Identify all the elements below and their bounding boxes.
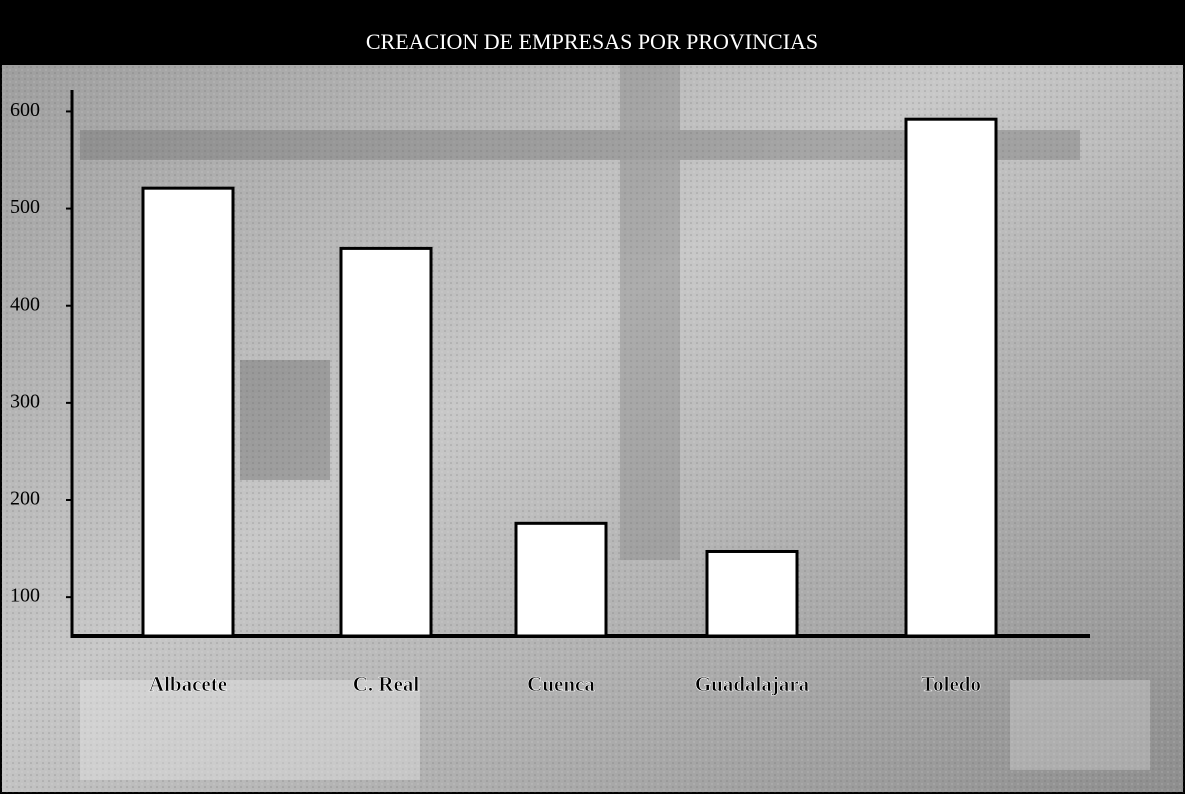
x-tick-label: Albacete [149, 672, 227, 696]
x-tick-label: Toledo [921, 672, 981, 696]
bar [141, 186, 235, 638]
bar [904, 117, 998, 638]
bar [514, 521, 608, 638]
y-tick-label: 600 [10, 99, 40, 121]
x-tick-label: Cuenca [527, 672, 595, 696]
y-tick-label: 300 [10, 390, 40, 412]
y-tick-label: 500 [10, 196, 40, 218]
y-tick-label: 200 [10, 488, 40, 510]
y-tick-label: 100 [10, 585, 40, 607]
y-tick-label: 400 [10, 293, 40, 315]
title-bar [1, 1, 1184, 65]
bar [705, 549, 799, 638]
bar [339, 246, 433, 638]
x-tick-label: Guadalajara [695, 672, 810, 696]
x-tick-label: C. Real [353, 672, 420, 696]
chart-title: CREACION DE EMPRESAS POR PROVINCIAS [366, 29, 818, 54]
